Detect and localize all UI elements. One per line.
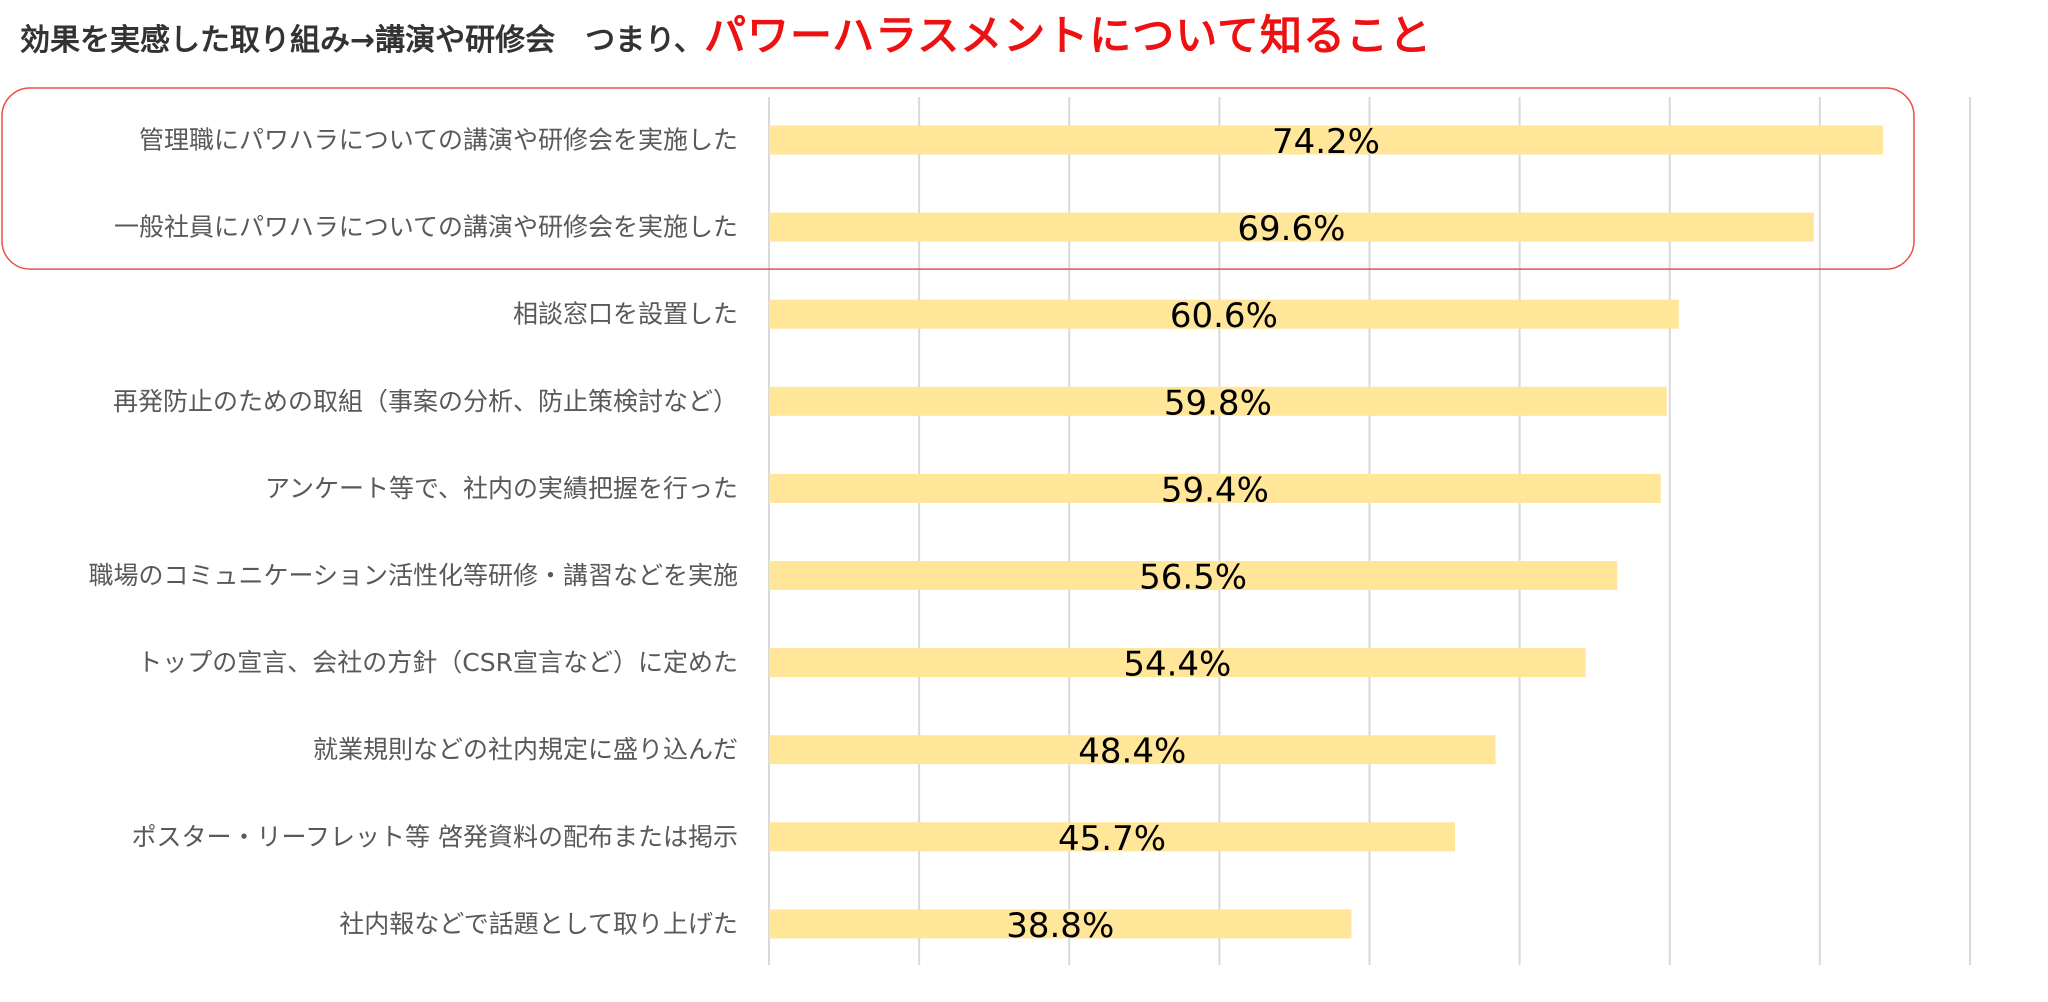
data-label: 56.5% bbox=[1139, 558, 1247, 598]
highlight-box bbox=[1, 87, 1915, 270]
category-label: 再発防止のための取組（事案の分析、防止策検討など） bbox=[113, 387, 738, 416]
data-label: 48.4% bbox=[1078, 732, 1186, 772]
category-label: 一般社員にパワハラについての講演や研修会を実施した bbox=[114, 213, 738, 242]
bar bbox=[769, 561, 1618, 590]
category-label: 職場のコミュニケーション活性化等研修・講習などを実施 bbox=[88, 561, 738, 590]
bar bbox=[769, 648, 1586, 678]
category-label: ポスター・リーフレット等 啓発資料の配布または掲示 bbox=[132, 822, 738, 851]
category-labels: 管理職にパワハラについての講演や研修会を実施した一般社員にパワハラについての講演… bbox=[88, 126, 738, 939]
category-label: 社内報などで話題として取り上げた bbox=[339, 909, 738, 938]
title-highlight: パワーハラスメントについて知ること bbox=[703, 11, 1432, 60]
chart-title: 効果を実感した取り組み→講演や研修会 つまり、パワーハラスメントについて知ること bbox=[20, 6, 1432, 66]
data-label: 54.4% bbox=[1123, 645, 1231, 685]
data-label: 38.8% bbox=[1006, 906, 1114, 946]
category-label: 就業規則などの社内規定に盛り込んだ bbox=[313, 735, 738, 764]
bars bbox=[769, 125, 1883, 939]
bar bbox=[769, 822, 1456, 852]
bar bbox=[769, 299, 1679, 329]
data-label: 69.6% bbox=[1237, 209, 1345, 249]
bar bbox=[769, 909, 1352, 939]
bar bbox=[769, 125, 1883, 155]
category-label: 相談窓口を設置した bbox=[513, 300, 738, 329]
data-label: 59.4% bbox=[1161, 470, 1269, 510]
data-label: 60.6% bbox=[1170, 296, 1278, 336]
bar bbox=[769, 735, 1496, 765]
data-label: 45.7% bbox=[1058, 819, 1166, 859]
value-labels: 74.2% 69.6% 60.6% 59.8% 59.4% 56.5% 54.4% 48.4%… bbox=[1006, 122, 1380, 946]
category-label: アンケート等で、社内の実績把握を行った bbox=[265, 474, 738, 503]
title-main: 効果を実感した取り組み→講演や研修会 つまり、 bbox=[20, 23, 704, 58]
bar bbox=[769, 386, 1667, 416]
bar bbox=[769, 212, 1814, 242]
category-label: 管理職にパワハラについての講演や研修会を実施した bbox=[139, 126, 738, 155]
gridlines bbox=[768, 97, 1971, 965]
category-label: トップの宣言、会社の方針（CSR宣言など）に定めた bbox=[137, 648, 738, 677]
bar bbox=[769, 473, 1661, 503]
data-label: 74.2% bbox=[1272, 122, 1380, 162]
data-label: 59.8% bbox=[1164, 383, 1272, 423]
